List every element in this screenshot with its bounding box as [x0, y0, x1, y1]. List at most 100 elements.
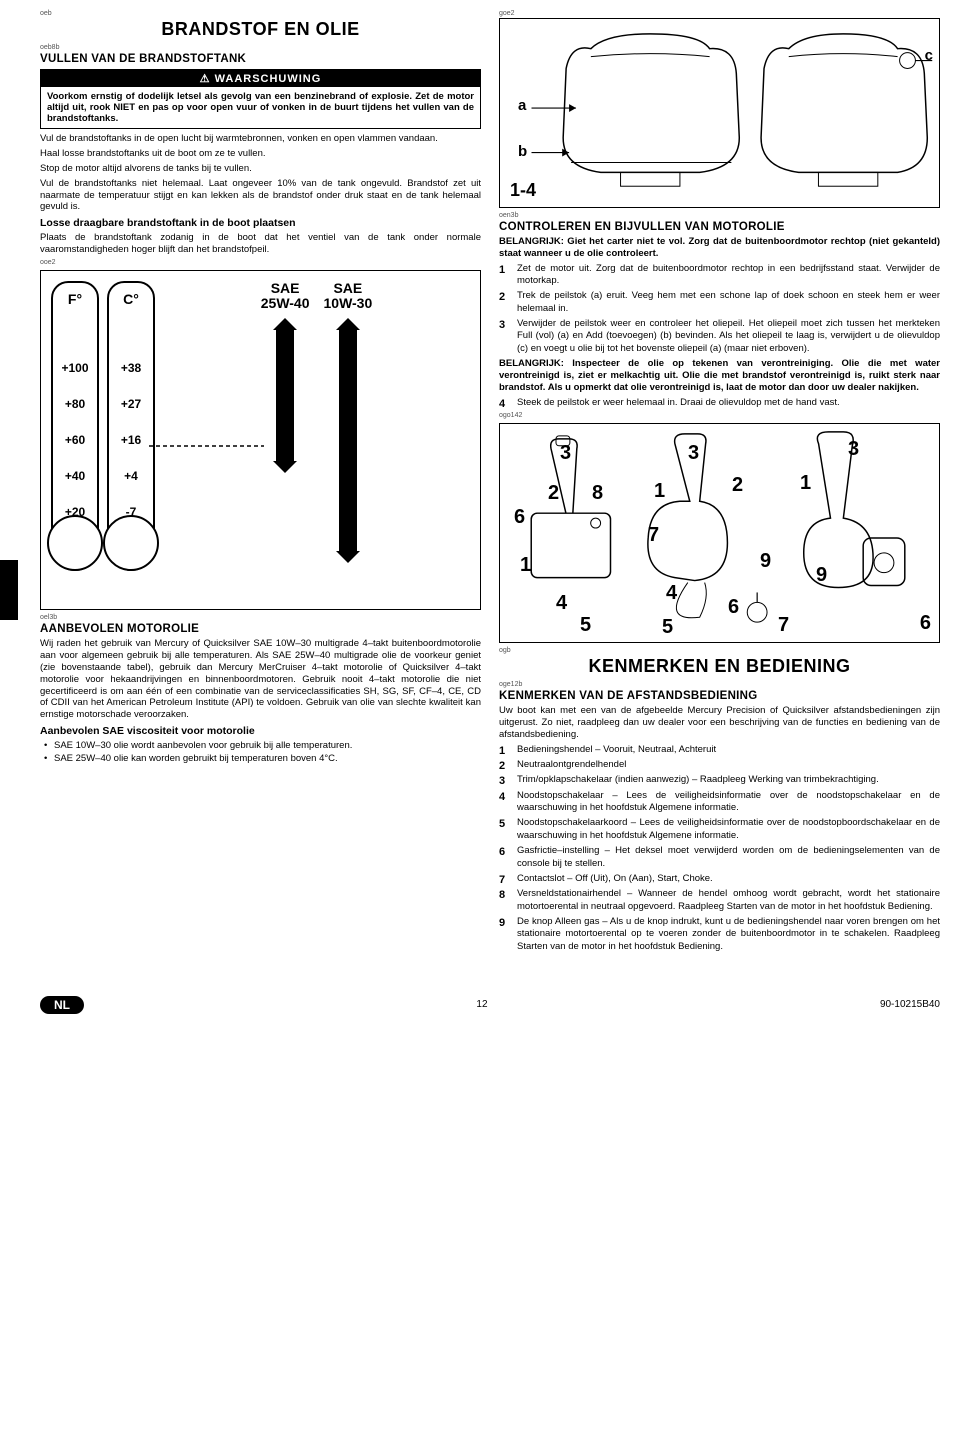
footer: NL 12 90-10215B40 — [40, 996, 940, 1014]
list-item: De knop Alleen gas – Als u de knop indru… — [499, 916, 940, 953]
tval: +16 — [111, 433, 151, 447]
section-heading: VULLEN VAN DE BRANDSTOFTANK — [40, 53, 481, 65]
tval: +27 — [111, 397, 151, 411]
callout: 1 — [520, 554, 531, 577]
paragraph: Stop de motor altijd alvorens de tanks b… — [40, 163, 481, 175]
callout: 5 — [580, 614, 591, 637]
thermometer-c: C° +38 +27 +16 +4 -7 -18 — [107, 281, 155, 571]
callout: 9 — [816, 564, 827, 587]
tval: +100 — [55, 361, 95, 375]
side-tab — [0, 560, 18, 620]
list-item: Gasfrictie–instelling – Het deksel moet … — [499, 845, 940, 870]
c-header: C° — [123, 291, 139, 307]
callout: 2 — [548, 482, 559, 505]
dashed-ref-line — [149, 445, 264, 447]
section-heading: KENMERKEN VAN DE AFSTANDSBEDIENING — [499, 690, 940, 702]
callout: 5 — [662, 616, 673, 639]
tval: +60 — [55, 433, 95, 447]
list-item: Contactslot – Off (Uit), On (Aan), Start… — [499, 873, 940, 885]
list-item: Noodstopschakelaar – Lees de veiligheids… — [499, 790, 940, 815]
callout: 1 — [800, 472, 811, 495]
callout: 4 — [666, 582, 677, 605]
numbered-list: Bedieningshendel – Vooruit, Neutraal, Ac… — [499, 744, 940, 953]
numbered-list: Zet de motor uit. Zorg dat de buitenboor… — [499, 263, 940, 355]
important-note: BELANGRIJK: Inspecteer de olie op tekene… — [499, 358, 940, 394]
callout: 6 — [728, 596, 739, 619]
code: goe2 — [499, 10, 940, 17]
callout: 1 — [654, 480, 665, 503]
list-item: Zet de motor uit. Zorg dat de buitenboor… — [499, 263, 940, 288]
callout: 3 — [848, 438, 859, 461]
callout-c: c — [925, 47, 933, 64]
code: ooe2 — [40, 259, 481, 266]
warning-text: Voorkom ernstig of dodelijk letsel als g… — [41, 87, 480, 128]
list-item: Verwijder de peilstok weer en controleer… — [499, 318, 940, 355]
page-columns: oeb BRANDSTOF EN OLIE oeb8b VULLEN VAN D… — [40, 10, 940, 956]
left-column: oeb BRANDSTOF EN OLIE oeb8b VULLEN VAN D… — [40, 10, 481, 956]
callout-a: a — [518, 97, 526, 114]
tval: +80 — [55, 397, 95, 411]
sae-bars: SAE25W-40 SAE10W-30 — [163, 281, 470, 553]
list-item: Steek de peilstok er weer helemaal in. D… — [499, 397, 940, 409]
tval: +38 — [111, 361, 151, 375]
sae-bar-2 — [339, 328, 357, 553]
numbered-list: Steek de peilstok er weer helemaal in. D… — [499, 397, 940, 409]
list-item: Neutraalontgrendelhendel — [499, 759, 940, 771]
callout: 3 — [688, 442, 699, 465]
f-header: F° — [68, 291, 82, 307]
paragraph: Plaats de brandstoftank zodanig in de bo… — [40, 232, 481, 256]
right-column: goe2 a b — [499, 10, 940, 956]
list-item: Noodstopschakelaarkoord – Lees de veilig… — [499, 817, 940, 842]
language-badge: NL — [40, 996, 84, 1014]
warning-heading: WAARSCHUWING — [41, 70, 480, 87]
callout: 7 — [648, 524, 659, 547]
callout: 9 — [760, 550, 771, 573]
callout: 6 — [920, 612, 931, 635]
code: oge12b — [499, 681, 940, 688]
code: oen3b — [499, 212, 940, 219]
callout-range: 1-4 — [510, 180, 536, 201]
list-item: Trim/opklapschakelaar (indien aanwezig) … — [499, 774, 940, 786]
paragraph: Haal losse brandstoftanks uit de boot om… — [40, 148, 481, 160]
page-title: KENMERKEN EN BEDIENING — [499, 656, 940, 677]
list-item: Versneldstationairhendel – Wanneer de he… — [499, 888, 940, 913]
code: oeb — [40, 10, 481, 17]
paragraph: Vul de brandstoftanks in de open lucht b… — [40, 133, 481, 145]
callout: 7 — [778, 614, 789, 637]
page-number: 12 — [476, 999, 487, 1010]
document-code: 90-10215B40 — [880, 999, 940, 1010]
remote-control-illustration: 3 2 6 8 1 4 5 3 1 2 7 4 5 6 9 7 3 1 9 6 — [499, 423, 940, 643]
callout: 8 — [592, 482, 603, 505]
section-heading: AANBEVOLEN MOTOROLIE — [40, 623, 481, 635]
section-heading: CONTROLEREN EN BIJVULLEN VAN MOTOROLIE — [499, 221, 940, 233]
subheading: Losse draagbare brandstoftank in de boot… — [40, 217, 481, 229]
viscosity-chart: F° +100 +80 +60 +40 +20 0 — [40, 270, 481, 610]
callout: 2 — [732, 474, 743, 497]
page-title: BRANDSTOF EN OLIE — [40, 19, 481, 40]
tval: +4 — [111, 469, 151, 483]
callout: 3 — [560, 442, 571, 465]
callout: 6 — [514, 506, 525, 529]
paragraph: Vul de brandstoftanks niet helemaal. Laa… — [40, 178, 481, 214]
paragraph: Wij raden het gebruik van Mercury of Qui… — [40, 638, 481, 721]
important-note: BELANGRIJK: Giet het carter niet te vol.… — [499, 236, 940, 260]
warning-box: WAARSCHUWING Voorkom ernstig of dodelijk… — [40, 69, 481, 129]
list-item: SAE 10W–30 olie wordt aanbevolen voor ge… — [44, 740, 481, 751]
paragraph: Uw boot kan met een van de afgebeelde Me… — [499, 705, 940, 741]
callout-b: b — [518, 143, 527, 160]
sae-label-2: SAE10W-30 — [324, 281, 373, 312]
sae-label-1: SAE25W-40 — [261, 281, 310, 312]
list-item: Trek de peilstok (a) eruit. Veeg hem met… — [499, 290, 940, 315]
tval: +40 — [55, 469, 95, 483]
subheading: Aanbevolen SAE viscositeit voor motoroli… — [40, 725, 481, 737]
callout: 4 — [556, 592, 567, 615]
list-item: Bedieningshendel – Vooruit, Neutraal, Ac… — [499, 744, 940, 756]
list-item: SAE 25W–40 olie kan worden gebruikt bij … — [44, 753, 481, 764]
thermometer-f: F° +100 +80 +60 +40 +20 0 — [51, 281, 99, 571]
bullet-list: SAE 10W–30 olie wordt aanbevolen voor ge… — [40, 740, 481, 764]
code: ogb — [499, 647, 940, 654]
sae-bar-1 — [276, 328, 294, 463]
code: oeb8b — [40, 44, 481, 51]
code: ogo142 — [499, 412, 940, 419]
engine-illustration: a b c 1-4 — [499, 18, 940, 208]
